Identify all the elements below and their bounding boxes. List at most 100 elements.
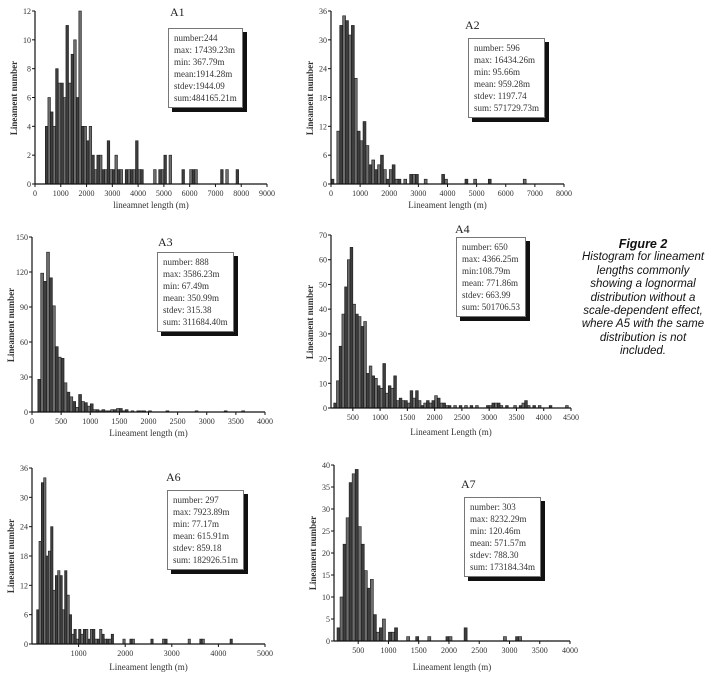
histogram-bar <box>153 169 157 185</box>
histogram-bar <box>65 25 69 185</box>
x-tick-label: 4000 <box>130 189 146 198</box>
histogram-bar <box>129 638 133 645</box>
histogram-bar <box>168 154 172 185</box>
y-tick-label: 40 <box>322 461 330 470</box>
histogram-bar <box>336 380 340 409</box>
y-tick-label: 25 <box>322 527 330 536</box>
histogram-bar <box>130 169 134 185</box>
y-tick-label: 18 <box>20 552 28 561</box>
histogram-bar <box>521 402 525 409</box>
x-tick-label: 8000 <box>556 189 572 198</box>
histogram-bar <box>355 313 359 409</box>
x-tick-label: 1000 <box>82 417 98 426</box>
histogram-bar <box>235 169 239 185</box>
histogram-bar <box>99 154 103 185</box>
x-tick-label: 500 <box>347 413 359 422</box>
stats-line: sum: 501706.53 <box>462 302 521 312</box>
histogram-bar <box>164 638 168 645</box>
x-tick-label: 7000 <box>207 189 223 198</box>
histogram-bar <box>363 321 367 409</box>
histogram-bar <box>181 169 185 185</box>
histogram-bar <box>409 174 413 185</box>
stats-line: min: 367.79m <box>174 57 225 67</box>
histogram-bar <box>401 400 405 409</box>
histogram-bar <box>189 169 193 185</box>
histogram-bar <box>518 636 522 642</box>
histogram-bar <box>40 272 44 413</box>
histogram-bar <box>431 400 435 409</box>
x-tick-label: 4500 <box>563 413 579 422</box>
histogram-bar <box>201 638 205 645</box>
histogram-bar <box>366 587 371 642</box>
histogram-bar <box>524 400 528 409</box>
histogram-bar <box>396 400 400 409</box>
histogram-bar <box>66 594 70 645</box>
stats-line: max: 8232.29m <box>470 514 527 524</box>
histogram-bar <box>72 401 76 413</box>
histogram-bar <box>132 169 136 185</box>
histogram-bar <box>54 575 58 645</box>
stats-line: sum: 571729.73m <box>474 103 540 113</box>
histogram-bar <box>388 169 393 185</box>
histogram-bar <box>63 382 68 413</box>
histogram-bar <box>444 178 448 185</box>
histogram-bar <box>363 570 368 642</box>
histogram-bar <box>345 517 350 642</box>
histogram-bar <box>390 387 395 409</box>
histogram-bar <box>59 575 63 645</box>
x-tick-label: 2500 <box>454 413 470 422</box>
histogram-bar <box>377 385 381 409</box>
histogram-bar <box>348 482 353 642</box>
histogram-bar <box>371 375 375 409</box>
stats-box: number:244 max: 17439.23m min: 367.79m mean… <box>168 28 243 108</box>
stats-line: mean:1914.28m <box>174 69 233 79</box>
histogram-bar <box>342 543 347 642</box>
y-tick-label: 10 <box>319 379 327 388</box>
y-axis-label: Lineament number <box>305 284 315 359</box>
histogram-bar <box>68 82 72 185</box>
histogram-bar <box>415 390 419 409</box>
histogram-bar <box>52 126 56 185</box>
histogram-bar <box>187 638 191 645</box>
x-tick-label: 5000 <box>257 649 273 658</box>
panel-title: A2 <box>465 18 480 32</box>
x-tick-label: 2000 <box>117 649 133 658</box>
histogram-bar <box>397 178 402 185</box>
histogram-bar <box>333 402 337 409</box>
histogram-bar <box>365 145 370 185</box>
caption-title: Figure 2 <box>618 237 668 251</box>
y-tick-label: 20 <box>322 549 330 558</box>
y-tick-label: 120 <box>16 268 28 277</box>
histogram-bar <box>81 126 85 185</box>
histogram-bar <box>68 614 72 645</box>
histogram-bar <box>64 570 68 645</box>
histogram-bar <box>393 375 397 409</box>
histogram-bar <box>46 251 50 413</box>
y-tick-label: 30 <box>20 493 28 502</box>
x-tick-label: 6000 <box>182 189 198 198</box>
histogram-bar <box>423 178 428 185</box>
y-tick-label: 10 <box>23 36 31 45</box>
x-tick-label: 1500 <box>399 413 415 422</box>
panel-title: A6 <box>166 470 181 484</box>
histogram-bar <box>387 385 392 409</box>
y-tick-label: 30 <box>319 36 327 45</box>
histogram-bar <box>342 15 346 185</box>
histogram-bar <box>69 396 74 413</box>
panel-title: A1 <box>170 5 185 19</box>
histogram-bar <box>101 169 105 185</box>
y-tick-label: 30 <box>20 373 28 382</box>
x-tick-label: 1500 <box>411 646 427 655</box>
histogram-bar <box>135 140 139 185</box>
histogram-bar <box>66 391 71 413</box>
histogram-bar <box>339 596 344 642</box>
histogram-bar <box>57 82 62 185</box>
histogram-bar <box>448 636 453 642</box>
stats-line: stdev: 788.30 <box>470 550 519 560</box>
histogram-bar <box>383 169 387 185</box>
histogram-bar <box>162 638 166 645</box>
histogram-bar <box>60 358 65 413</box>
stats-line: sum: 182926.51m <box>173 555 239 565</box>
stats-box: number: 888 max: 3586.23m min: 67.49m mean:… <box>157 252 234 332</box>
histogram-bar <box>336 130 341 185</box>
